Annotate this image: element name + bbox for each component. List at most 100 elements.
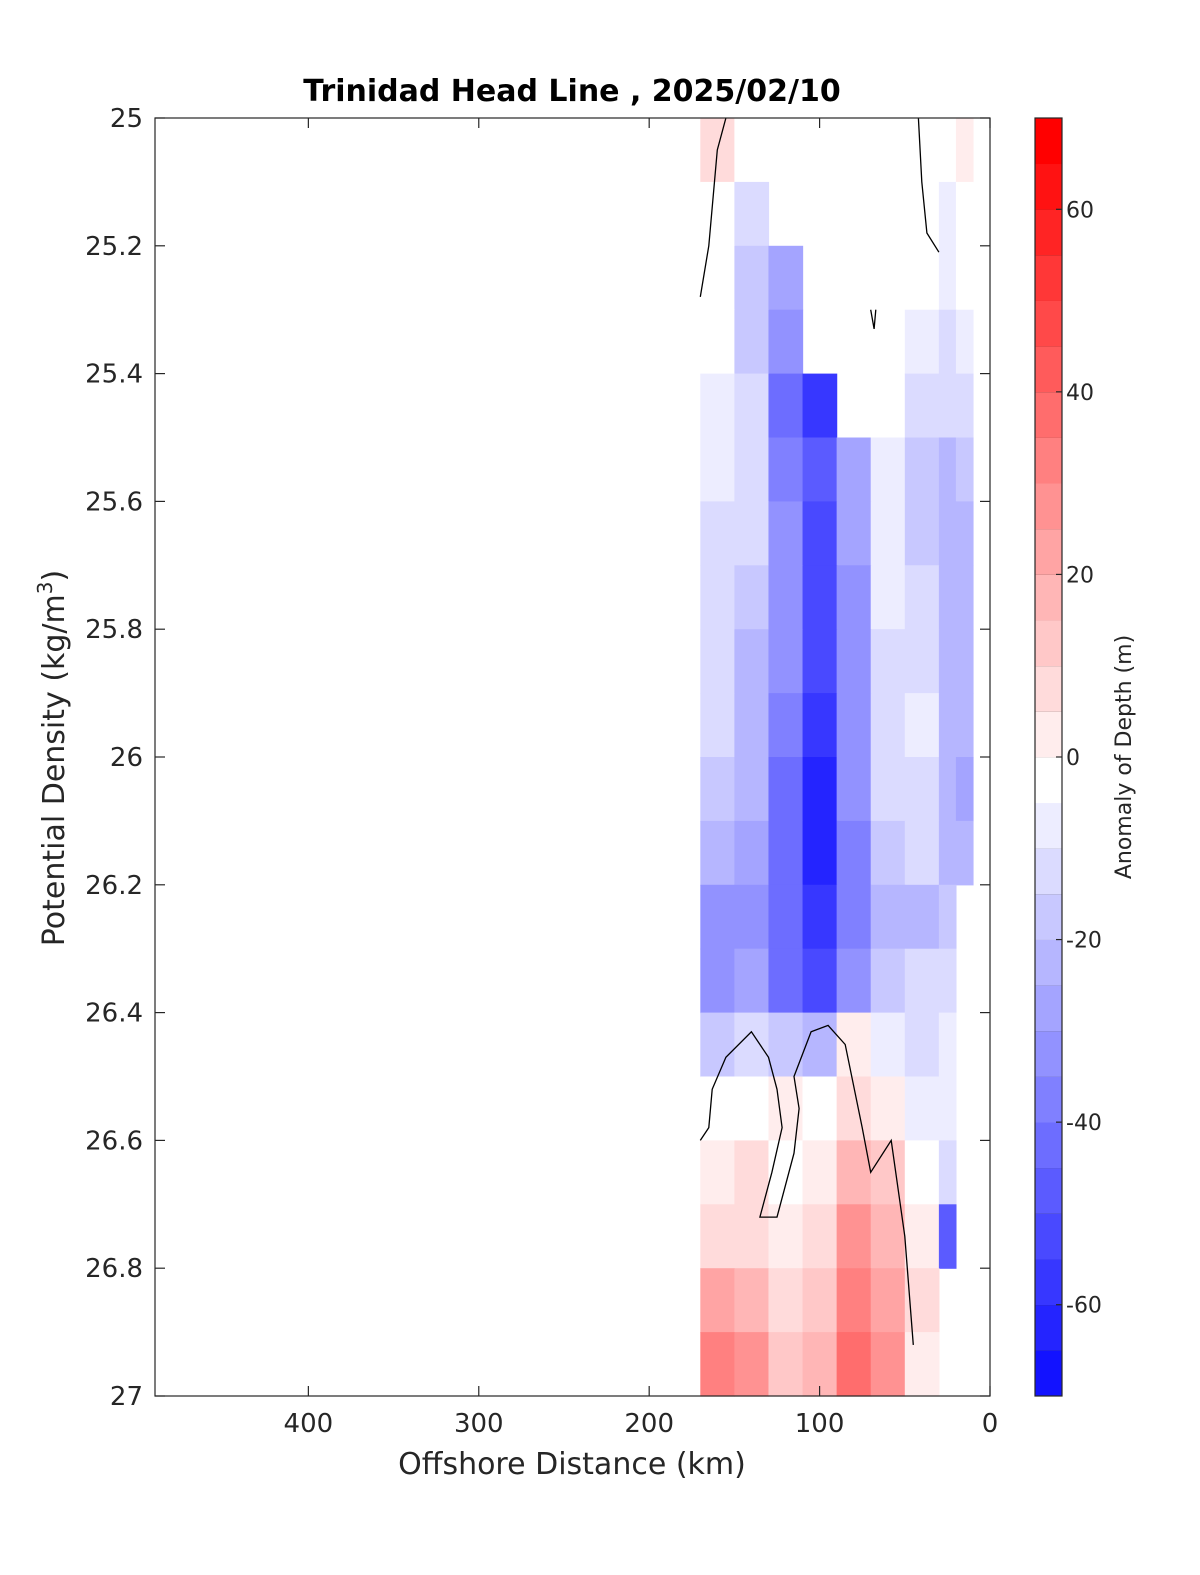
heatmap-cell [700, 1076, 735, 1141]
heatmap-cell [904, 437, 940, 502]
heatmap-cell [904, 884, 940, 950]
zero-contour-line [917, 117, 940, 253]
y-tick-label: 27 [110, 1382, 143, 1412]
heatmap-cell [955, 693, 974, 758]
plot-area: 400 300 200 100 0 25 25.2 25.4 25.6 25.8 26 26.2 26… [85, 104, 998, 1439]
heatmap-cell [904, 1204, 940, 1269]
heatmap-cell [734, 437, 770, 502]
colorbar-level [1035, 483, 1062, 530]
heatmap-cell [904, 1140, 940, 1205]
colorbar-level [1035, 1350, 1062, 1397]
colorbar-label: Anomaly of Depth (m) [1112, 635, 1137, 879]
heatmap-cell [802, 757, 838, 822]
colorbar-level [1035, 118, 1062, 165]
y-tick-label: 26 [110, 743, 143, 773]
heatmap-cell [700, 820, 735, 886]
heatmap-cell [904, 629, 940, 694]
heatmap-cell [836, 757, 872, 822]
heatmap-cell [904, 1012, 940, 1078]
heatmap-cell [870, 501, 906, 566]
colorbar-level [1035, 802, 1062, 849]
heatmap-cell [700, 1140, 735, 1205]
heatmap-cell [768, 565, 804, 630]
heatmap-cell [700, 245, 735, 311]
heatmap-cell [802, 373, 838, 439]
colorbar-level [1035, 1030, 1062, 1077]
heatmap-cell [836, 1140, 872, 1205]
heatmap-cell [734, 501, 770, 566]
heatmap-cell [938, 757, 957, 822]
heatmap-cell [700, 693, 735, 758]
heatmap-cell [870, 884, 906, 950]
heatmap-cell [955, 245, 974, 311]
heatmap-cell [938, 1140, 957, 1205]
heatmap-cell [700, 1268, 735, 1333]
heatmap-cell [768, 1140, 804, 1205]
x-axis: 400 300 200 100 0 [284, 118, 999, 1439]
heatmap-cell [734, 1140, 770, 1205]
heatmap-cell [734, 1268, 770, 1333]
heatmap-cell [734, 1332, 770, 1397]
heatmap-cell [955, 757, 974, 822]
y-axis-label-main: Potential Density (kg/m [37, 594, 72, 946]
heatmap-cell [938, 501, 957, 566]
heatmap-cell [904, 1076, 940, 1141]
y-axis-label-close: ) [37, 570, 72, 582]
heatmap-cell [836, 1268, 872, 1333]
heatmap-cell [938, 1076, 957, 1141]
colorbar-tick-label: 20 [1066, 563, 1094, 588]
heatmap-cell [836, 820, 872, 886]
heatmap-cell [938, 565, 957, 630]
heatmap-cell [870, 820, 906, 886]
heatmap-cell [734, 181, 770, 247]
heatmap-cell [904, 1332, 940, 1397]
heatmap-cell [734, 1204, 770, 1269]
heatmap-cell [904, 693, 940, 758]
heatmap-cell [836, 884, 872, 950]
heatmap-cell [700, 629, 735, 694]
heatmap-cell [870, 693, 906, 758]
chart-title: Trinidad Head Line , 2025/02/10 [303, 74, 840, 109]
heatmap-cell [938, 629, 957, 694]
colorbar-cells [1035, 117, 1062, 1397]
heatmap-cell [802, 1140, 838, 1205]
colorbar-level [1035, 757, 1062, 804]
heatmap-cell [870, 1076, 906, 1141]
y-axis: 25 25.2 25.4 25.6 25.8 26 26.2 26.4 26.6 26.8 27 [85, 104, 990, 1412]
heatmap-cell [938, 181, 957, 247]
heatmap-cell [768, 1204, 804, 1269]
heatmap-cell [870, 1204, 906, 1269]
heatmap-cell [700, 1332, 735, 1397]
zero-contour-line [699, 1024, 914, 1345]
colorbar-level [1035, 711, 1062, 758]
heatmap-cell [802, 693, 838, 758]
heatmap-cell [870, 1268, 906, 1333]
heatmap-cell [768, 1268, 804, 1333]
heatmap-cell [904, 565, 940, 630]
heatmap-cell [904, 948, 940, 1014]
heatmap-cell [904, 1268, 940, 1333]
heatmap-cell [955, 437, 974, 502]
heatmap-cell [938, 884, 957, 950]
colorbar-level [1035, 574, 1062, 621]
x-tick-label: 0 [982, 1409, 999, 1439]
heatmap-cell [734, 118, 770, 183]
colorbar: 60 40 20 0 -20 -40 -60 Anomaly of Depth (m) [1034, 117, 1137, 1397]
heatmap-cell [955, 820, 974, 886]
heatmap-cell [768, 309, 804, 375]
heatmap-cell [700, 884, 735, 950]
colorbar-level [1035, 163, 1062, 210]
colorbar-level [1035, 437, 1062, 484]
heatmap-cell [734, 245, 770, 311]
x-tick-label: 300 [454, 1409, 504, 1439]
heatmap-cell [938, 693, 957, 758]
heatmap-cell [938, 309, 957, 375]
heatmap-cell [768, 437, 804, 502]
y-tick-label: 26.8 [85, 1254, 143, 1284]
y-tick-label: 26.4 [85, 999, 143, 1029]
heatmap-cell [938, 437, 957, 502]
heatmap-cell [870, 437, 906, 502]
heatmap-cell [870, 1012, 906, 1078]
colorbar-level [1035, 620, 1062, 667]
